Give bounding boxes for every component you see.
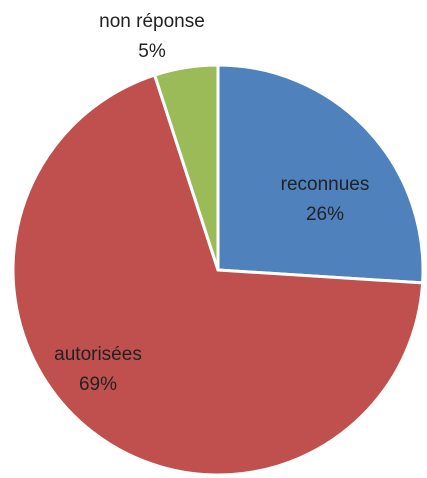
slice-label: non réponse xyxy=(99,11,205,32)
slice-label: reconnues xyxy=(281,174,370,195)
slice-value-label: 5% xyxy=(138,41,166,62)
pie-slice xyxy=(216,63,425,285)
pie-slice xyxy=(11,73,425,477)
pie-slice xyxy=(152,63,220,271)
slice-value-label: 69% xyxy=(79,374,117,395)
slice-value-label: 26% xyxy=(306,204,344,225)
slice-label: autorisées xyxy=(54,344,142,365)
